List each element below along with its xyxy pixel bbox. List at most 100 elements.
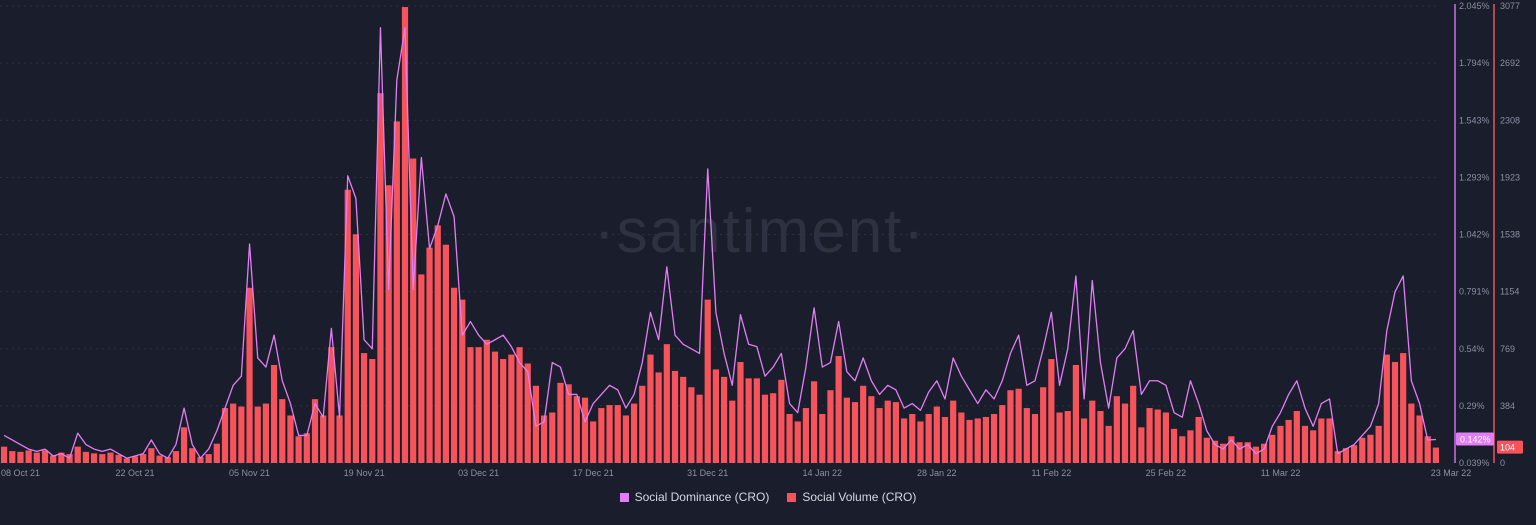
volume-bar xyxy=(450,287,458,463)
volume-bar xyxy=(1293,411,1300,463)
volume-bar xyxy=(851,402,859,463)
volume-bar xyxy=(671,370,679,463)
volume-bar xyxy=(1031,413,1039,463)
legend-label-volume: Social Volume (CRO) xyxy=(802,490,917,504)
volume-bar xyxy=(1416,415,1423,463)
volume-bar xyxy=(647,354,654,463)
volume-bar xyxy=(1424,436,1431,463)
volume-bar xyxy=(1310,430,1317,463)
volume-bar xyxy=(516,347,523,463)
volume-bar xyxy=(156,455,163,463)
volume-bar xyxy=(434,225,441,463)
volume-bar xyxy=(140,454,147,463)
volume-bar xyxy=(565,384,572,463)
volume-bar xyxy=(475,347,482,463)
volume-bar xyxy=(966,419,973,463)
volume-bar xyxy=(1252,446,1260,463)
volume-value-badge xyxy=(1497,440,1523,454)
volume-bar xyxy=(778,379,785,463)
x-tick-label: 08 Oct 21 xyxy=(1,468,40,478)
dominance-tick-label: 1.293% xyxy=(1459,172,1490,182)
volume-bar xyxy=(9,451,16,463)
volume-tick-label: 1923 xyxy=(1500,172,1520,182)
x-tick-label: 14 Jan 22 xyxy=(803,468,843,478)
volume-tick-label: 1538 xyxy=(1500,230,1520,240)
volume-bar xyxy=(1367,434,1374,463)
volume-bar xyxy=(90,453,98,463)
volume-bar xyxy=(1236,442,1243,463)
volume-bar xyxy=(524,363,531,463)
volume-bar xyxy=(729,400,736,463)
volume-bar xyxy=(221,408,229,463)
volume-bar xyxy=(1146,408,1153,463)
volume-bar xyxy=(1350,445,1358,463)
volume-bar xyxy=(172,451,180,463)
volume-bar xyxy=(753,378,760,463)
dominance-swatch-icon xyxy=(619,492,629,502)
dominance-value-badge xyxy=(1456,432,1494,446)
volume-bar xyxy=(426,247,433,463)
volume-bar xyxy=(720,376,728,463)
volume-bar xyxy=(311,399,319,463)
volume-bar xyxy=(1023,408,1030,463)
volume-bar xyxy=(1015,388,1022,463)
volume-bar xyxy=(630,403,638,463)
volume-tick-label: 2308 xyxy=(1500,115,1520,125)
volume-bar xyxy=(876,408,883,463)
volume-bar xyxy=(303,433,310,463)
volume-bar xyxy=(1105,425,1112,463)
volume-bar xyxy=(1203,437,1210,463)
dominance-tick-label: 2.045% xyxy=(1459,1,1490,11)
volume-bar xyxy=(819,413,826,463)
volume-bar xyxy=(1211,440,1219,463)
volume-bar xyxy=(360,353,368,463)
dominance-tick-label: 0.54% xyxy=(1459,344,1485,354)
legend-label-dominance: Social Dominance (CRO) xyxy=(634,490,770,504)
volume-bar xyxy=(770,393,777,463)
volume-bar xyxy=(786,413,793,463)
dominance-value-label: 0.142% xyxy=(1460,435,1491,445)
volume-bar xyxy=(1154,409,1161,463)
volume-bar xyxy=(369,359,376,463)
volume-bar xyxy=(320,415,327,463)
volume-bar xyxy=(344,189,351,463)
volume-bar xyxy=(262,403,270,463)
volume-bar xyxy=(1326,418,1333,463)
volume-bar xyxy=(17,451,24,463)
volume-bar xyxy=(680,376,687,463)
volume-bar xyxy=(639,385,646,463)
volume-bar xyxy=(1408,403,1415,463)
volume-bar xyxy=(189,448,196,463)
volume-bar xyxy=(581,397,589,463)
volume-bar xyxy=(213,443,220,463)
volume-bar xyxy=(974,418,981,463)
volume-bar xyxy=(393,121,400,464)
volume-bar xyxy=(1064,411,1071,463)
x-tick-label: 22 Oct 21 xyxy=(115,468,154,478)
volume-bar xyxy=(884,400,891,463)
x-tick-label: 31 Dec 21 xyxy=(687,468,728,478)
volume-bar xyxy=(1162,412,1170,463)
volume-bar xyxy=(909,413,916,463)
volume-bar xyxy=(737,362,744,463)
volume-bar xyxy=(1318,418,1325,463)
volume-bar xyxy=(1097,411,1104,463)
volume-bar xyxy=(614,405,621,463)
volume-bar xyxy=(745,378,752,463)
volume-tick-label: 769 xyxy=(1500,344,1515,354)
volume-bar xyxy=(401,7,409,463)
dominance-line xyxy=(3,26,1436,459)
volume-bar xyxy=(1048,359,1055,463)
x-tick-label: 19 Nov 21 xyxy=(344,468,385,478)
volume-bar xyxy=(843,397,850,463)
volume-bar xyxy=(82,451,90,463)
volume-bar xyxy=(933,406,940,463)
legend-item-social-dominance[interactable]: Social Dominance (CRO) xyxy=(619,490,770,504)
volume-bar xyxy=(197,457,204,463)
volume-bar xyxy=(958,412,965,463)
volume-bar xyxy=(761,394,769,463)
volume-bar xyxy=(925,413,932,463)
legend-item-social-volume[interactable]: Social Volume (CRO) xyxy=(787,490,916,504)
volume-bar xyxy=(1080,418,1088,463)
